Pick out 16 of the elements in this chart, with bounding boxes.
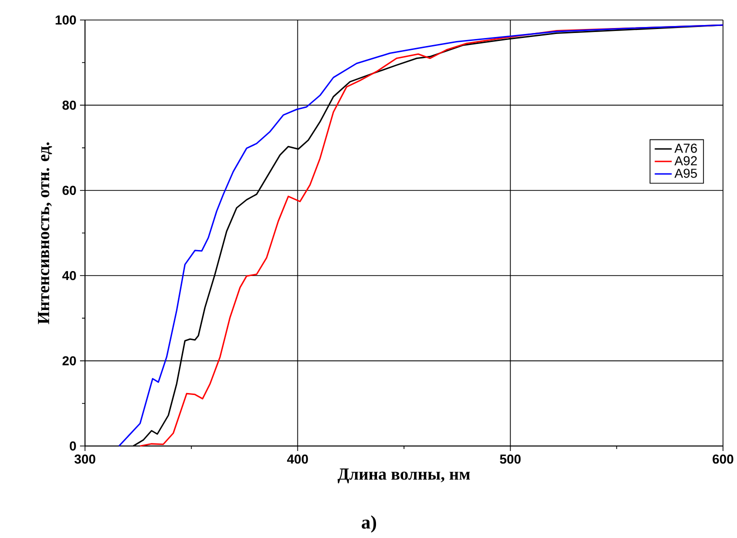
x-tick-label: 300 [74, 454, 96, 464]
text: а) [362, 515, 376, 533]
legend-label: A92 [674, 156, 697, 166]
legend-label: A95 [674, 168, 697, 178]
y-tick-label: 60 [62, 186, 76, 195]
y-tick-label: 20 [62, 356, 76, 366]
x-axis-title: Длина волны, нм [338, 468, 470, 484]
x-tick-label: 400 [287, 454, 308, 464]
x-tick-label: 500 [500, 454, 521, 464]
y-tick-label: 0 [70, 441, 76, 451]
y-axis-title: Интенсивность, отн. ед. [38, 142, 52, 324]
y-tick-label: 80 [62, 100, 76, 110]
x-tick-label: 600 [712, 454, 734, 464]
y-tick-label: 100 [56, 15, 76, 25]
legend-label: A76 [674, 144, 697, 153]
y-tick-label: 40 [62, 271, 76, 280]
